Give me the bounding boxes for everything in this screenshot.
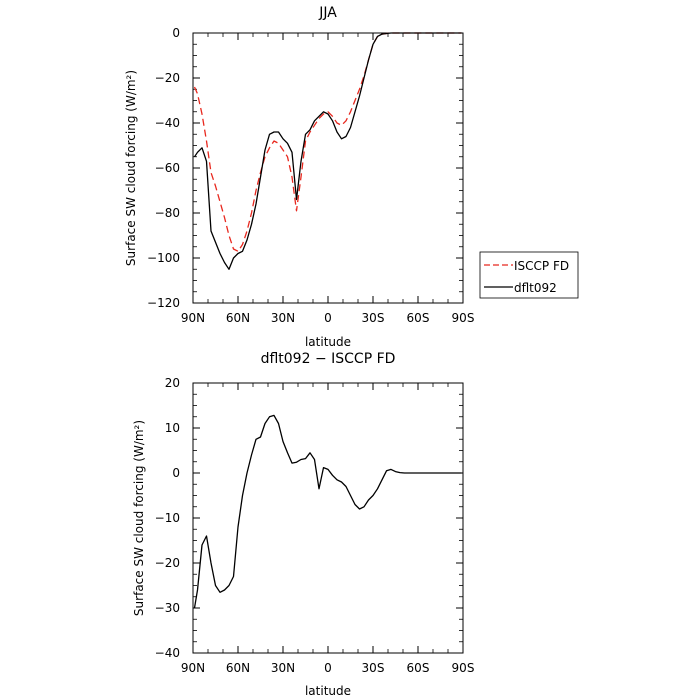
bottom-panel: dflt092 − ISCCP FD 90N 60N 30N 0 30S 60S 90S 2…: [132, 351, 474, 698]
x-tick-label: 60N: [226, 311, 250, 325]
y-tick-label: 0: [172, 466, 180, 480]
top-panel: JJA 90N 60N 30N 0 30S 60S 90S 0 −20 −40 −60 −80 −10…: [124, 5, 579, 349]
x-tick-label: 30S: [362, 661, 385, 675]
x-tick-label: 90S: [452, 661, 475, 675]
x-tick-label: 60N: [226, 661, 250, 675]
x-tick-label: 30N: [271, 661, 295, 675]
top-panel-title: JJA: [318, 5, 337, 21]
x-tick-label: 0: [324, 661, 332, 675]
bottom-plot-frame: [192, 382, 464, 654]
y-tick-label: −40: [155, 116, 180, 130]
y-tick-label: 10: [165, 421, 180, 435]
y-tick-label: −10: [155, 511, 180, 525]
top-panel-x-axis-label: latitude: [305, 335, 351, 349]
x-tick-label: 60S: [407, 661, 430, 675]
y-tick-label: 0: [172, 26, 180, 40]
y-tick-label: −100: [147, 251, 180, 265]
top-panel-y-axis-label: Surface SW cloud forcing (W/m²): [124, 70, 138, 266]
legend-box: [479, 251, 579, 299]
x-tick-label: 90N: [181, 311, 205, 325]
bottom-panel-x-axis-label: latitude: [305, 684, 351, 698]
y-tick-label: −120: [147, 296, 180, 310]
series-line-difference: [193, 414, 462, 609]
y-tick-label: −60: [155, 161, 180, 175]
y-tick-label: −30: [155, 601, 180, 615]
x-tick-label: 90N: [181, 661, 205, 675]
x-tick-label: 30S: [362, 311, 385, 325]
bottom-panel-title: dflt092 − ISCCP FD: [261, 351, 396, 367]
series-line-dflt092: [193, 32, 462, 270]
legend-label-isccp: ISCCP FD: [514, 259, 569, 273]
top-plot-frame: [192, 32, 464, 304]
y-tick-label: −20: [155, 556, 180, 570]
x-tick-label: 30N: [271, 311, 295, 325]
legend-label-dflt092: dflt092: [514, 281, 557, 295]
legend: ISCCP FD dflt092: [479, 251, 579, 299]
bottom-panel-y-axis-label: Surface SW cloud forcing (W/m²): [132, 420, 146, 616]
y-tick-label: −80: [155, 206, 180, 220]
x-tick-label: 60S: [407, 311, 430, 325]
x-tick-label: 90S: [452, 311, 475, 325]
series-line-isccp-fd: [193, 32, 462, 252]
y-tick-label: 20: [165, 376, 180, 390]
y-tick-label: −20: [155, 71, 180, 85]
x-tick-label: 0: [324, 311, 332, 325]
y-tick-label: −40: [155, 646, 180, 660]
